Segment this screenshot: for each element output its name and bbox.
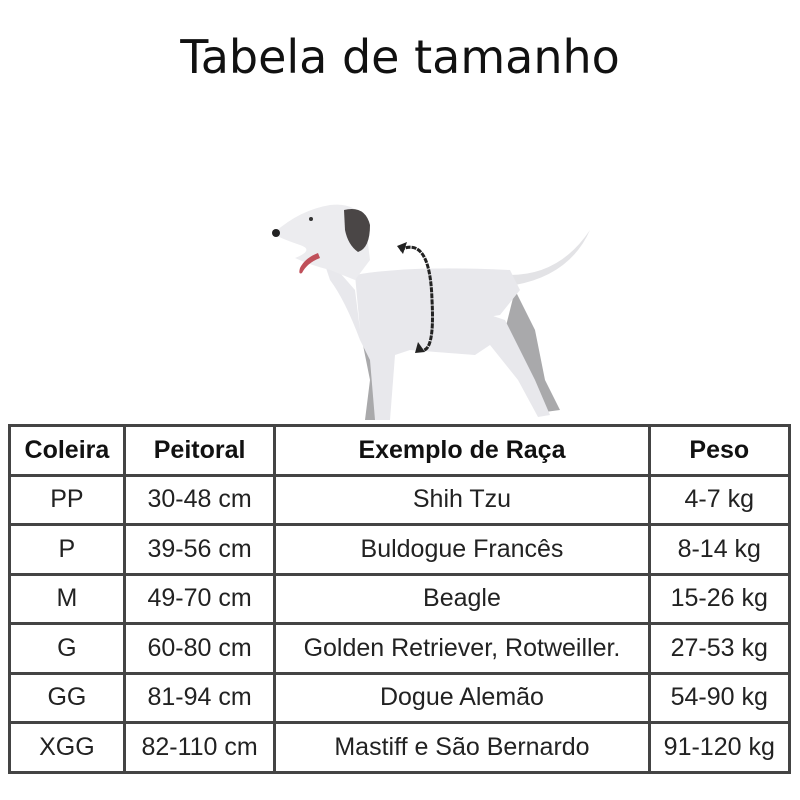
cell-breed: Beagle bbox=[273, 572, 651, 625]
cell-weight: 4-7 kg bbox=[647, 473, 792, 526]
cell-chest: 60-80 cm bbox=[122, 622, 277, 675]
arrowhead-top-icon bbox=[397, 242, 407, 254]
table-row: PP 30-48 cm Shih Tzu 4-7 kg bbox=[8, 473, 792, 526]
cell-size: GG bbox=[8, 671, 126, 724]
chest-measurement-arrow-icon bbox=[399, 245, 434, 352]
cell-weight: 27-53 kg bbox=[647, 622, 792, 675]
header-peitoral: Peitoral bbox=[122, 424, 277, 477]
page-title: Tabela de tamanho bbox=[180, 30, 620, 84]
cell-size: M bbox=[8, 572, 126, 625]
cell-breed: Mastiff e São Bernardo bbox=[273, 721, 651, 774]
cell-breed: Buldogue Francês bbox=[273, 523, 651, 576]
dog-back-leg-far bbox=[505, 290, 560, 412]
table-row: GG 81-94 cm Dogue Alemão 54-90 kg bbox=[8, 671, 792, 724]
cell-breed: Shih Tzu bbox=[273, 473, 651, 526]
cell-weight: 15-26 kg bbox=[647, 572, 792, 625]
arrowhead-bottom-icon bbox=[415, 342, 425, 353]
dog-measurement-illustration bbox=[272, 204, 590, 420]
dog-tail bbox=[510, 230, 590, 285]
header-coleira: Coleira bbox=[8, 424, 126, 477]
table-row: G 60-80 cm Golden Retriever, Rotweiller. 27… bbox=[8, 622, 792, 675]
dog-body bbox=[320, 250, 550, 420]
cell-chest: 39-56 cm bbox=[122, 523, 277, 576]
cell-breed: Golden Retriever, Rotweiller. bbox=[273, 622, 651, 675]
size-table: Coleira Peitoral Exemplo de Raça Peso PP… bbox=[8, 424, 792, 774]
cell-chest: 81-94 cm bbox=[122, 671, 277, 724]
cell-size: XGG bbox=[8, 721, 126, 774]
cell-chest: 82-110 cm bbox=[122, 721, 277, 774]
dog-eye bbox=[309, 217, 313, 221]
dog-nose bbox=[272, 229, 280, 237]
cell-weight: 54-90 kg bbox=[647, 671, 792, 724]
cell-size: PP bbox=[8, 473, 126, 526]
cell-breed: Dogue Alemão bbox=[273, 671, 651, 724]
cell-chest: 49-70 cm bbox=[122, 572, 277, 625]
table-row: M 49-70 cm Beagle 15-26 kg bbox=[8, 572, 792, 625]
cell-size: P bbox=[8, 523, 126, 576]
cell-weight: 8-14 kg bbox=[647, 523, 792, 576]
cell-chest: 30-48 cm bbox=[122, 473, 277, 526]
dog-ear bbox=[344, 209, 370, 252]
table-row: P 39-56 cm Buldogue Francês 8-14 kg bbox=[8, 523, 792, 576]
header-peso: Peso bbox=[647, 424, 792, 477]
cell-weight: 91-120 kg bbox=[647, 721, 792, 774]
table-header-row: Coleira Peitoral Exemplo de Raça Peso bbox=[8, 424, 792, 477]
dog-tongue bbox=[299, 253, 320, 274]
header-exemplo-raca: Exemplo de Raça bbox=[273, 424, 651, 477]
table-row: XGG 82-110 cm Mastiff e São Bernardo 91-120… bbox=[8, 721, 792, 774]
cell-size: G bbox=[8, 622, 126, 675]
